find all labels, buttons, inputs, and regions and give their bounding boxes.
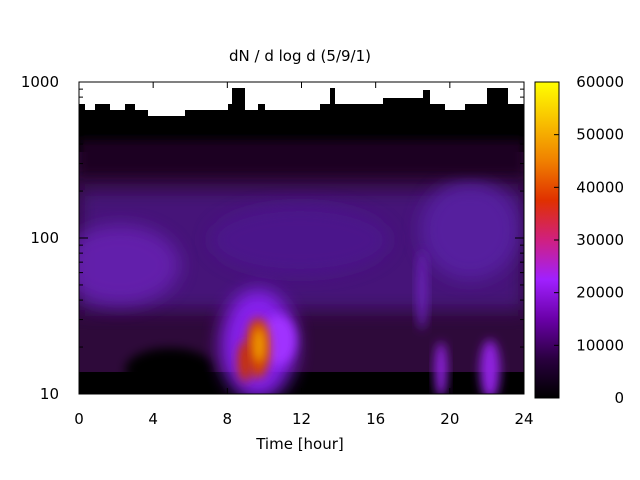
colorbar-tick-label: 20000	[576, 284, 624, 302]
y-tick-label: 100	[30, 229, 59, 247]
heatmap-lower-dark-left	[125, 348, 215, 392]
burst-core-2	[238, 342, 252, 382]
colorbar-axis: 0 10000 20000 30000 40000 50000 60000	[554, 73, 624, 407]
x-tick-label: 4	[148, 410, 158, 428]
colorbar-tick-label: 40000	[576, 178, 624, 196]
colorbar-tick-label: 30000	[576, 231, 624, 249]
x-tick-label: 8	[223, 410, 233, 428]
heatmap-band-right	[420, 180, 520, 280]
chart-title: dN / d log d (5/9/1)	[229, 47, 371, 65]
x-tick-label: 20	[440, 410, 459, 428]
colorbar-tick-label: 60000	[576, 73, 624, 91]
heatmap-upper-fade	[79, 140, 524, 175]
heatmap-band-left	[79, 225, 180, 305]
x-axis: 0 4 8 12 16 20 24	[74, 82, 534, 428]
x-tick-label: 0	[74, 410, 84, 428]
heatmap-area	[79, 82, 524, 394]
event-20h	[435, 342, 447, 394]
x-tick-label: 12	[292, 410, 311, 428]
y-tick-label: 1000	[21, 73, 59, 91]
x-tick-label: 24	[514, 410, 533, 428]
burst-core-hot	[253, 327, 265, 363]
colorbar-tick-label: 10000	[576, 336, 624, 354]
y-tick-label: 10	[40, 385, 59, 403]
event-18h	[417, 250, 427, 330]
x-axis-label: Time [hour]	[255, 435, 344, 453]
event-22h	[480, 340, 500, 394]
colorbar-tick-label: 0	[614, 389, 624, 407]
x-tick-label: 16	[366, 410, 385, 428]
heatmap-top-blank	[79, 82, 524, 116]
y-axis: 10 100 1000	[21, 73, 524, 403]
heatmap-band-center	[210, 205, 390, 275]
colorbar-tick-label: 50000	[576, 126, 624, 144]
